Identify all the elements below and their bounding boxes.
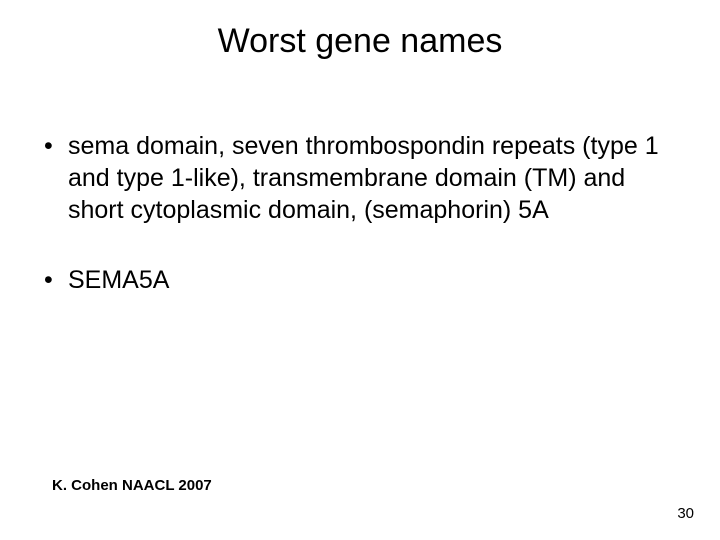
bullet-item: • SEMA5A <box>44 264 684 296</box>
bullet-marker: • <box>44 130 68 162</box>
bullet-item: • sema domain, seven thrombospondin repe… <box>44 130 684 226</box>
slide-title: Worst gene names <box>0 22 720 61</box>
footer-citation: K. Cohen NAACL 2007 <box>52 477 212 494</box>
slide-body: • sema domain, seven thrombospondin repe… <box>44 130 684 334</box>
bullet-text: sema domain, seven thrombospondin repeat… <box>68 130 684 226</box>
slide: Worst gene names • sema domain, seven th… <box>0 0 720 540</box>
bullet-marker: • <box>44 264 68 296</box>
page-number: 30 <box>677 505 694 522</box>
bullet-text: SEMA5A <box>68 264 684 296</box>
